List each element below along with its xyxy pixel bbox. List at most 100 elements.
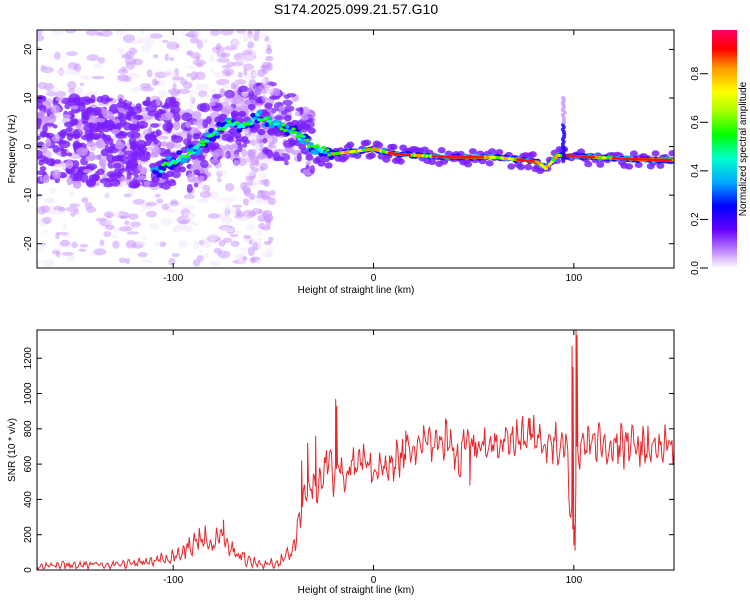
spectrogram-ridge-halo [516,163,525,171]
spectrogram-noise-blob [243,234,252,240]
spectrogram-noise-blob [210,67,215,73]
spectrogram-noise-blob [97,57,106,64]
spectrogram-ridge-halo [192,133,201,140]
spectrogram-noise-blob [183,225,194,233]
spectrogram-noise-blob [115,30,126,36]
colorbar-tick-label: 0.0 [690,261,701,275]
spectrogram-ridge-halo [651,150,660,157]
spectrogram-ridge-core [305,138,310,142]
spectrogram-activity-blob [90,155,102,160]
spectrogram-noise-blob [189,37,200,44]
spectrogram-activity-blob [118,97,123,105]
spectrogram-activity-blob [127,153,137,163]
spectrogram-activity-blob [37,116,42,126]
spectrogram-ridge-halo [291,119,300,127]
spectrogram-noise-blob [73,63,82,73]
spectrogram-ridge-core [158,169,164,173]
spectrogram-ridge-core [303,141,308,145]
spectrogram-noise-blob [240,215,248,222]
spectrogram-activity-blob [89,115,99,124]
spectrogram-noise-blob [218,197,226,202]
spectrogram-activity-blob [91,132,102,141]
spectrogram-noise-blob [265,40,273,46]
spectrogram-noise-blob [145,210,157,218]
spectrogram-noise-blob [137,251,148,258]
spectrogram-ytick-label: 10 [23,92,34,104]
spectrogram-ytick-label: -10 [23,187,34,202]
snr-ylabel: SNR (10 * v/v) [7,418,18,482]
spectrogram-activity-blob [99,178,111,184]
spectrogram-noise-blob [166,41,179,50]
spectrogram-noise-blob [243,198,250,206]
spectrogram-noise-blob [258,209,263,215]
spectrogram-noise-blob [252,180,262,186]
spectrogram-activity-blob [122,103,132,111]
spectrogram-activity-blob [66,176,73,186]
spectrogram-activity-blob [37,150,43,160]
spectrogram-noise-blob [192,222,199,227]
spectrogram-noise-blob [224,70,231,77]
spectrogram-activity-blob [170,105,181,115]
spectrogram-noise-blob [73,209,80,215]
colorbar-ticks: 0.0 0.2 0.4 0.6 0.8 [690,66,708,275]
spectrogram-noise-blob [37,259,42,264]
spectrogram-noise-blob [141,259,154,263]
spectrogram-noise-blob [130,40,143,44]
spectrogram-ridge-halo [367,152,376,159]
spectrogram-noise-blob [92,63,103,69]
spectrogram-activity-blob [66,152,73,157]
spectrogram-ridge-halo [307,127,316,134]
spectrogram-noise-blob [149,33,163,39]
spectrogram-ridge-core [279,127,284,131]
spectrogram-noise-blob [37,217,43,224]
spectrogram-activity-blob [230,100,238,105]
spectrogram-noise-blob [247,87,253,93]
spectrogram-noise-blob [211,49,218,54]
spectrogram-ridge-halo [233,132,242,139]
spectrogram-activity-blob [163,101,170,109]
spectrogram-noise-blob [193,241,200,250]
spectrogram-ridge-halo [375,141,384,149]
spectrogram-ridge-halo [596,161,605,168]
spectrogram-activity-blob [101,123,112,133]
spectrogram-noise-blob [140,30,146,35]
spectrogram-activity-blob [72,159,80,169]
spectrogram-ridge-halo [668,150,674,157]
spectrogram-noise-blob [191,71,199,80]
spectrogram-activity-blob [165,142,174,149]
spectrogram-ridge-halo [468,148,477,155]
colorbar-gradient [712,30,737,268]
spectrogram-noise-blob [248,210,257,217]
spectrogram-activity-blob [44,122,55,127]
spectrogram-noise-blob [47,198,56,205]
spectrogram-activity-blob [42,115,51,123]
spectrogram-noise-blob [40,205,50,213]
spectrogram-ridge [196,148,203,154]
spectrogram-noise-blob [62,224,67,230]
spectrogram-activity-blob [198,175,205,182]
spectrogram-activity-blob [155,129,162,137]
spectrogram-noise-blob [141,44,152,53]
snr-xtick-label: 0 [371,575,377,586]
spectrogram-ridge-core [189,148,194,152]
spectrogram-ridge-halo [324,162,333,169]
spectrogram-activity-blob [193,182,199,188]
spectrogram-ridge-core [323,150,328,155]
spectrogram-activity-blob [155,146,160,152]
spectrogram-activity-blob [173,120,181,131]
spectrogram-noise-blob [207,213,221,219]
spectrogram-noise-blob [231,39,240,46]
spectrogram-activity-blob [156,97,161,107]
spectrogram-noise-blob [268,236,274,243]
spectrogram-noise-blob [215,42,222,51]
spectrogram-noise-blob [195,62,204,68]
spectrogram-activity-blob [299,106,304,116]
spectrogram-heatmap [37,30,674,267]
spectrogram-noise-blob [164,53,169,61]
spectrogram-noise-blob [86,54,100,62]
spectrogram-activity-blob [86,141,96,148]
spectrogram-activity-blob [146,151,151,161]
spectrogram-activity-blob [160,113,172,121]
spectrogram-activity-blob [86,106,94,114]
spectrogram-noise-blob [42,258,55,267]
